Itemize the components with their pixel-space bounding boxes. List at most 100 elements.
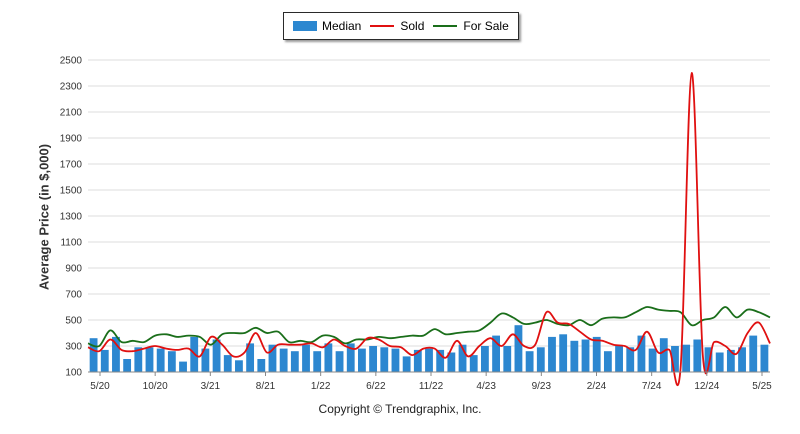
median-bar [738, 347, 746, 372]
median-bars [89, 325, 769, 372]
legend-label-median: Median [322, 19, 362, 33]
median-bar [637, 335, 646, 372]
y-axis-title: Average Price (in $,000) [36, 143, 52, 291]
median-bar [223, 355, 232, 372]
median-bar [402, 356, 411, 372]
gridlines [88, 59, 770, 373]
y-tick-label: 1300 [60, 212, 83, 223]
median-bar [235, 360, 243, 372]
median-bar [525, 351, 534, 372]
median-bar [715, 352, 724, 372]
median-bar [302, 344, 310, 372]
median-bar [246, 343, 255, 372]
sold-line [87, 72, 771, 387]
median-bar [514, 325, 523, 372]
x-tick-label: 1/22 [311, 381, 331, 392]
median-bar [581, 339, 590, 372]
legend-item-for-sale: For Sale [433, 19, 509, 33]
median-bar [413, 349, 422, 372]
legend-item-median: Median [293, 19, 361, 33]
median-bar [548, 336, 556, 372]
median-bar [760, 344, 769, 372]
median-bar [134, 347, 143, 372]
median-bar [671, 346, 679, 372]
legend: Median Sold For Sale [283, 12, 519, 40]
legend-label-sold: Sold [400, 19, 425, 33]
median-bar [279, 348, 288, 372]
median-bar [123, 359, 132, 372]
y-tick-label: 300 [65, 342, 82, 353]
x-tick-label: 4/23 [476, 381, 496, 392]
median-bar [179, 361, 187, 372]
median-bar [726, 349, 735, 372]
y-tick-label: 900 [65, 264, 82, 275]
y-tick-label: 1500 [60, 186, 83, 197]
legend-swatch-sold [370, 25, 395, 27]
y-tick-label: 700 [65, 290, 82, 301]
y-tick-label: 100 [65, 368, 82, 379]
median-bar [167, 351, 176, 372]
median-bar [369, 346, 378, 372]
median-bar [358, 348, 366, 372]
for-sale-line [87, 306, 771, 348]
median-bar [425, 348, 433, 372]
copyright-text: Copyright © Trendgraphix, Inc. [318, 402, 482, 416]
y-tick-label: 500 [65, 316, 82, 327]
trend-lines [87, 72, 771, 387]
median-bar [469, 355, 478, 372]
legend-swatch-for-sale [433, 25, 458, 27]
x-tick-label: 12/24 [694, 381, 719, 392]
y-tick-label: 2300 [60, 82, 83, 93]
median-bar [693, 339, 702, 372]
median-bar [749, 335, 758, 372]
x-tick-label: 9/23 [532, 381, 552, 392]
median-bar [659, 338, 668, 372]
x-tick-label: 5/20 [90, 381, 110, 392]
legend-swatch-median [293, 21, 317, 31]
legend-item-sold: Sold [370, 19, 424, 33]
median-bar [100, 349, 109, 372]
x-tick-label: 5/25 [752, 381, 772, 392]
median-bar [626, 347, 635, 372]
x-tick-label: 7/24 [642, 381, 662, 392]
y-tick-label: 1100 [60, 238, 82, 249]
y-tick-label: 1900 [60, 134, 83, 145]
y-tick-label: 1700 [60, 160, 83, 171]
x-tick-label: 3/21 [201, 381, 221, 392]
median-bar [290, 351, 299, 372]
median-bar [492, 335, 500, 372]
median-bar [324, 343, 333, 372]
median-bar [346, 343, 355, 372]
x-tick-label: 8/21 [256, 381, 276, 392]
median-bar [313, 351, 322, 372]
median-bar [592, 336, 601, 372]
median-bar [436, 349, 445, 372]
median-bar [447, 352, 456, 372]
median-bar [603, 351, 612, 372]
median-bar [615, 346, 623, 372]
median-bar [503, 346, 512, 372]
x-tick-label: 11/22 [419, 381, 444, 392]
median-bar [112, 336, 120, 372]
median-bar [536, 347, 545, 372]
median-bar [201, 348, 210, 372]
axes: 100 300 500 700 900 1100 1300 1500 1700 1900 2100 2… [60, 56, 772, 393]
x-tick-label: 10/20 [143, 381, 168, 392]
median-bar [391, 348, 400, 372]
median-bar [648, 348, 657, 372]
median-bar [212, 339, 221, 372]
median-bar [682, 344, 691, 372]
median-bar [458, 344, 467, 372]
median-bar [257, 359, 266, 372]
median-bar [156, 348, 165, 372]
median-bar [89, 338, 98, 372]
median-bar [704, 347, 713, 372]
median-bar [380, 347, 389, 372]
legend-label-for-sale: For Sale [463, 19, 509, 33]
median-bar [335, 351, 344, 372]
x-tick-label: 2/24 [587, 381, 607, 392]
x-tick-label: 6/22 [366, 381, 386, 392]
y-tick-label: 2500 [60, 56, 83, 67]
median-bar [559, 334, 568, 372]
